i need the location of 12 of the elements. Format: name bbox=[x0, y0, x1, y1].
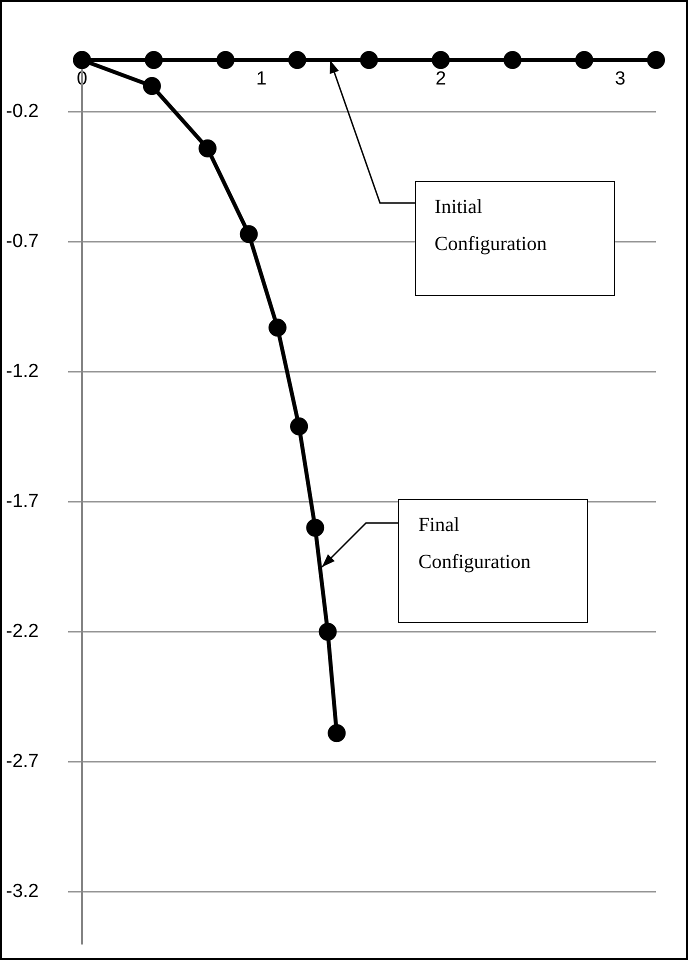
y-tick-label: -2.2 bbox=[6, 620, 39, 642]
x-tick-label: 1 bbox=[256, 68, 267, 90]
y-tick-label: -1.7 bbox=[6, 491, 39, 512]
annotation: Initial Configuration bbox=[434, 195, 548, 257]
y-tick-label: -0.7 bbox=[6, 231, 39, 252]
annotation: Final Configuration bbox=[418, 512, 532, 575]
x-tick-label: 2 bbox=[435, 68, 446, 90]
y-tick-label: -3.2 bbox=[6, 880, 39, 902]
y-tick-label: -2.7 bbox=[6, 750, 39, 772]
y-tick-label: -1.2 bbox=[6, 361, 39, 382]
y-tick-label: -0.2 bbox=[6, 101, 39, 122]
x-tick-label: 3 bbox=[614, 68, 626, 90]
